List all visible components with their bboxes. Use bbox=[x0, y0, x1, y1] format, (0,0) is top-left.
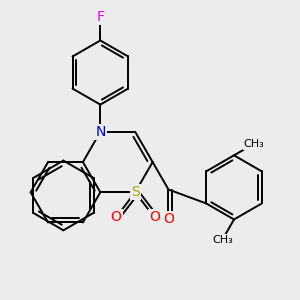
Text: F: F bbox=[96, 10, 104, 24]
Text: O: O bbox=[163, 212, 174, 226]
Text: O: O bbox=[149, 210, 160, 224]
Text: CH₃: CH₃ bbox=[244, 139, 265, 149]
Text: CH₃: CH₃ bbox=[212, 235, 233, 245]
Text: S: S bbox=[131, 185, 140, 199]
Text: N: N bbox=[95, 125, 106, 139]
Text: O: O bbox=[110, 210, 122, 224]
